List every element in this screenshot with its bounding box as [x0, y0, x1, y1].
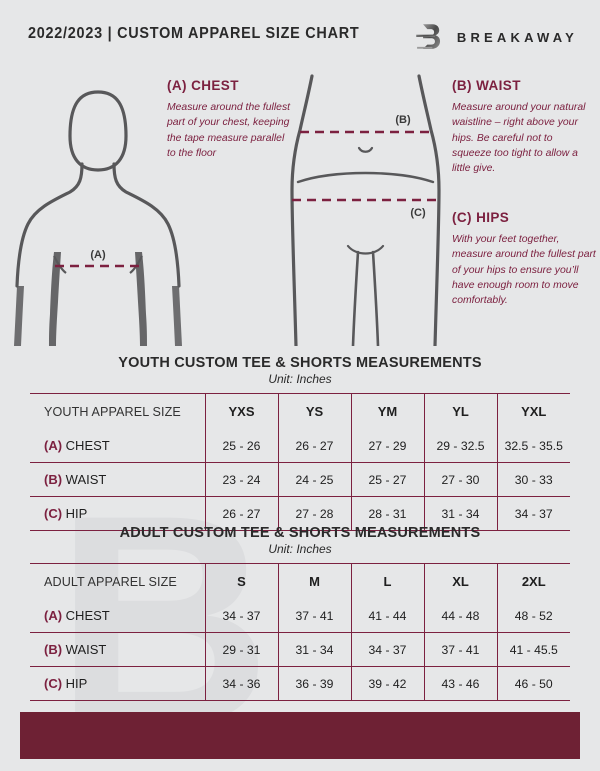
chest-instruction-block: (A) CHEST Measure around the fullest par… — [167, 78, 295, 161]
table-row: (A) CHEST 34 - 37 37 - 41 41 - 44 44 - 4… — [30, 599, 570, 633]
adult-size-section: ADULT CUSTOM TEE & SHORTS MEASUREMENTS U… — [30, 525, 570, 701]
cell: 24 - 25 — [278, 462, 352, 497]
youth-size-col-4: YXL — [521, 404, 547, 419]
cell: 48 - 52 — [497, 599, 570, 633]
cell: 34 - 36 — [205, 666, 279, 701]
table-row: (B) WAIST 29 - 31 31 - 34 34 - 37 37 - 4… — [30, 632, 570, 667]
row-tag: (A) — [44, 438, 63, 453]
row-name: HIP — [65, 676, 88, 691]
cell: 31 - 34 — [278, 632, 352, 667]
page-header: 2022/2023 | CUSTOM APPAREL SIZE CHART BR… — [0, 0, 600, 68]
adult-size-col-1: M — [278, 563, 352, 599]
row-name: HIP — [65, 506, 88, 521]
cell: 39 - 42 — [351, 666, 425, 701]
youth-row-label-hip: (C) HIP — [30, 496, 206, 531]
row-name: CHEST — [65, 608, 110, 623]
row-tag: (B) — [44, 472, 63, 487]
hips-instruction-block: (C) HIPS With your feet together, measur… — [452, 210, 596, 308]
cell: 27 - 29 — [351, 429, 425, 463]
measurement-diagrams: (A) (B) (C) — [0, 70, 600, 350]
adult-row-label-hip: (C) HIP — [30, 666, 206, 701]
cell: 41 - 44 — [351, 599, 425, 633]
waist-instruction-body: Measure around your natural waistline – … — [452, 102, 586, 175]
cell: 37 - 41 — [278, 599, 352, 633]
cell: 30 - 33 — [497, 462, 570, 497]
page-title: 2022/2023 | CUSTOM APPAREL SIZE CHART — [28, 25, 360, 42]
row-tag: (C) — [44, 676, 63, 691]
torso-silhouette-diagram: (A) — [14, 90, 182, 346]
hips-instruction-body: With your feet together, measure around … — [452, 234, 596, 307]
cell: 28 - 31 — [351, 496, 425, 531]
cell: 31 - 34 — [424, 496, 498, 531]
row-tag: (C) — [44, 506, 63, 521]
table-header-row: YOUTH APPAREL SIZE YXS YS YM YL YXL — [30, 393, 570, 429]
youth-row-label-chest: (A) CHEST — [30, 429, 206, 463]
table-row: (C) HIP 26 - 27 27 - 28 28 - 31 31 - 34 … — [30, 496, 570, 531]
cell: 37 - 41 — [424, 632, 498, 667]
adult-size-col-2: L — [351, 563, 425, 599]
adult-size-col-3: XL — [424, 563, 498, 599]
youth-size-col-2: YM — [351, 393, 425, 429]
cell: 26 - 27 — [205, 496, 279, 531]
cell: 44 - 48 — [424, 599, 498, 633]
adult-size-col-4: 2XL — [521, 574, 546, 589]
cell: 27 - 30 — [424, 462, 498, 497]
brand-lockup: BREAKAWAY — [412, 20, 578, 54]
table-row: (A) CHEST 25 - 26 26 - 27 27 - 29 29 - 3… — [30, 429, 570, 463]
cell: 25 - 26 — [205, 429, 279, 463]
hips-instruction-title: (C) HIPS — [452, 210, 510, 225]
youth-table-title: YOUTH CUSTOM TEE & SHORTS MEASUREMENTS — [118, 355, 482, 371]
youth-apparel-size-header: YOUTH APPAREL SIZE — [30, 393, 206, 429]
table-row: (B) WAIST 23 - 24 24 - 25 25 - 27 27 - 3… — [30, 462, 570, 497]
youth-size-col-0: YXS — [205, 393, 279, 429]
youth-size-table: YOUTH APPAREL SIZE YXS YS YM YL YXL (A) … — [30, 393, 570, 531]
adult-row-label-chest: (A) CHEST — [30, 599, 206, 633]
row-name: CHEST — [65, 438, 110, 453]
cell: 34 - 37 — [205, 599, 279, 633]
cell: 34 - 37 — [514, 506, 553, 521]
cell: 29 - 32.5 — [424, 429, 498, 463]
youth-row-label-waist: (B) WAIST — [30, 462, 206, 497]
waist-instruction-title: (B) WAIST — [452, 78, 521, 93]
footer-accent-bar — [20, 712, 580, 759]
row-tag: (B) — [44, 642, 63, 657]
chest-instruction-body: Measure around the fullest part of your … — [167, 102, 291, 159]
cell: 41 - 45.5 — [497, 632, 570, 667]
adult-size-col-0: S — [205, 563, 279, 599]
adult-size-table: ADULT APPAREL SIZE S M L XL 2XL (A) CHES… — [30, 563, 570, 701]
hips-silhouette-diagram: (B) (C) — [290, 74, 441, 346]
cell: 43 - 46 — [424, 666, 498, 701]
waist-measure-label: (B) — [395, 114, 411, 126]
youth-table-unit: Unit: Inches — [268, 372, 332, 386]
cell: 27 - 28 — [278, 496, 352, 531]
adult-apparel-size-header: ADULT APPAREL SIZE — [30, 563, 206, 599]
adult-table-title: ADULT CUSTOM TEE & SHORTS MEASUREMENTS — [119, 525, 481, 541]
waist-instruction-block: (B) WAIST Measure around your natural wa… — [452, 78, 592, 176]
cell: 46 - 50 — [514, 676, 553, 691]
cell: 25 - 27 — [351, 462, 425, 497]
cell: 34 - 37 — [351, 632, 425, 667]
row-name: WAIST — [65, 642, 107, 657]
youth-size-col-3: YL — [424, 393, 498, 429]
table-header-row: ADULT APPAREL SIZE S M L XL 2XL — [30, 563, 570, 599]
cell: 26 - 27 — [278, 429, 352, 463]
youth-size-col-1: YS — [278, 393, 352, 429]
chest-instruction-title: (A) CHEST — [167, 78, 239, 93]
cell: 29 - 31 — [205, 632, 279, 667]
cell: 23 - 24 — [205, 462, 279, 497]
hip-measure-label: (C) — [410, 207, 426, 219]
chest-measure-label: (A) — [90, 249, 106, 261]
adult-table-unit: Unit: Inches — [268, 542, 332, 556]
cell: 32.5 - 35.5 — [497, 429, 570, 463]
brand-name: BREAKAWAY — [456, 29, 578, 45]
breakaway-b-logo-icon — [416, 24, 440, 49]
row-name: WAIST — [65, 472, 107, 487]
row-tag: (A) — [44, 608, 63, 623]
table-row: (C) HIP 34 - 36 36 - 39 39 - 42 43 - 46 … — [30, 666, 570, 701]
cell: 36 - 39 — [278, 666, 352, 701]
youth-size-section: YOUTH CUSTOM TEE & SHORTS MEASUREMENTS U… — [30, 355, 570, 531]
adult-row-label-waist: (B) WAIST — [30, 632, 206, 667]
